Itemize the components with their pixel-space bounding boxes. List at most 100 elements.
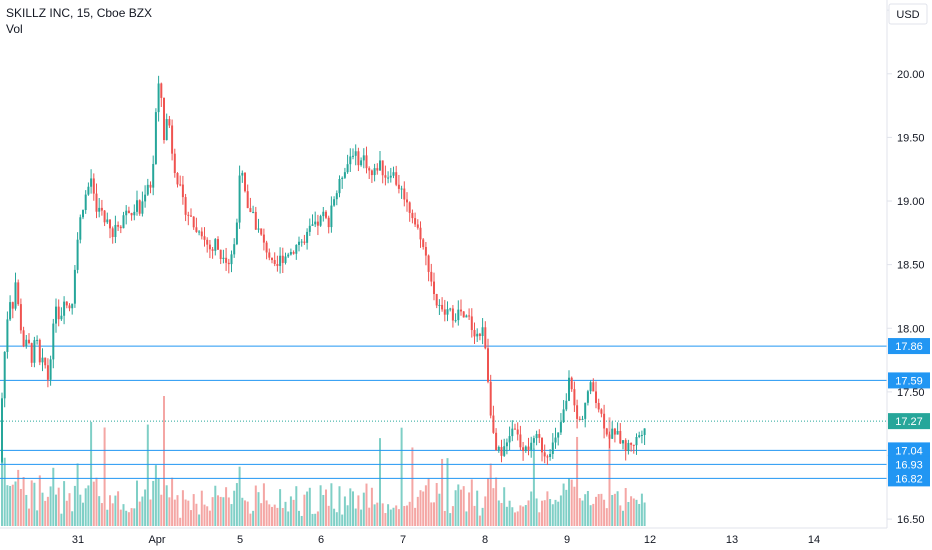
volume-bar xyxy=(411,447,414,526)
time-tick-label: Apr xyxy=(148,534,165,546)
volume-bar xyxy=(430,502,433,526)
candle-body xyxy=(414,218,417,225)
volume-bar xyxy=(257,492,260,526)
time-tick-label: 31 xyxy=(72,534,84,546)
volume-bar xyxy=(368,507,371,526)
volume-bar xyxy=(414,507,417,526)
volume-bar xyxy=(384,513,387,526)
candle-body xyxy=(443,309,446,315)
volume-bar xyxy=(373,504,376,526)
candle-body xyxy=(516,429,519,435)
time-tick-label: 6 xyxy=(318,534,324,546)
candle-body xyxy=(395,172,398,185)
volume-bar xyxy=(268,504,271,526)
volume-bar xyxy=(403,505,406,526)
candle-body xyxy=(125,210,128,216)
candle-body xyxy=(397,184,400,189)
volume-bar xyxy=(22,477,25,526)
volume-bar xyxy=(457,484,460,526)
candle-body xyxy=(416,224,419,228)
candle-body xyxy=(95,193,98,212)
candle-body xyxy=(200,231,203,237)
candle-body xyxy=(600,409,603,414)
volume-bar xyxy=(541,500,543,526)
volume-bar xyxy=(476,490,479,526)
candle-body xyxy=(114,224,117,237)
candle-body xyxy=(519,434,522,448)
candle-body xyxy=(92,178,95,194)
candle-body xyxy=(322,211,325,217)
candle-body xyxy=(233,244,236,255)
candle-body xyxy=(117,224,120,227)
candle-body xyxy=(335,193,338,200)
candle-body xyxy=(379,160,381,171)
candle-body xyxy=(619,430,622,444)
candle-body xyxy=(198,231,201,233)
volume-bar xyxy=(554,499,557,526)
volume-bar xyxy=(416,496,419,526)
candle-body xyxy=(157,83,160,113)
candle-body xyxy=(433,281,435,295)
candle-body xyxy=(384,175,387,178)
candle-body xyxy=(543,452,546,457)
volume-bar xyxy=(227,497,230,526)
volume-bar xyxy=(119,509,122,526)
candle-body xyxy=(495,432,498,451)
volume-bar xyxy=(635,499,638,526)
volume-bar xyxy=(157,478,160,526)
candle-body xyxy=(292,252,295,254)
volume-bar xyxy=(616,491,619,526)
candle-body xyxy=(149,184,152,188)
candle-body xyxy=(589,382,592,392)
volume-bar xyxy=(103,427,106,526)
volume-bar xyxy=(489,463,492,526)
candle-body xyxy=(476,333,479,337)
volume-bar xyxy=(241,497,244,526)
volume-bar xyxy=(584,494,587,526)
candle-body xyxy=(576,405,579,419)
volume-bar xyxy=(179,517,182,526)
volume-bar xyxy=(335,512,338,526)
volume-bar xyxy=(608,417,611,526)
volume-bar xyxy=(611,495,614,526)
candle-body xyxy=(214,239,217,251)
candle-body xyxy=(597,402,600,410)
volume-bar xyxy=(133,508,136,526)
volume-bar xyxy=(206,506,209,526)
volume-bar xyxy=(341,514,344,526)
volume-bar xyxy=(146,424,149,526)
candle-body xyxy=(300,241,303,243)
candle-body xyxy=(549,454,552,457)
candle-body xyxy=(446,309,449,315)
volume-bar xyxy=(360,509,363,526)
candle-body xyxy=(138,200,141,214)
volume-bar xyxy=(586,490,589,526)
volume-bar xyxy=(530,491,533,526)
volume-bar xyxy=(333,508,336,526)
volume-bar xyxy=(643,502,646,526)
candle-body xyxy=(63,301,66,316)
candle-body xyxy=(187,214,190,216)
volume-bar xyxy=(627,502,630,526)
candle-body xyxy=(71,303,74,309)
volume-bar xyxy=(551,504,554,526)
candle-body xyxy=(473,330,476,337)
level-tag-label: 17.04 xyxy=(895,445,923,457)
volume-bar xyxy=(619,505,622,526)
volume-bar xyxy=(568,478,570,526)
volume-bar xyxy=(508,500,511,526)
volume-bar xyxy=(160,494,163,526)
candle-body xyxy=(57,306,60,320)
volume-bar xyxy=(441,458,444,526)
volume-bar xyxy=(389,509,392,526)
candle-body xyxy=(562,409,565,423)
volume-bar xyxy=(176,495,179,526)
volume-bar xyxy=(33,482,36,526)
candle-body xyxy=(79,217,82,240)
volume-bar xyxy=(562,483,565,526)
volume-bar xyxy=(1,451,3,526)
candle-body xyxy=(592,382,595,392)
time-tick-label: 14 xyxy=(808,534,820,546)
volume-bar xyxy=(28,508,30,526)
